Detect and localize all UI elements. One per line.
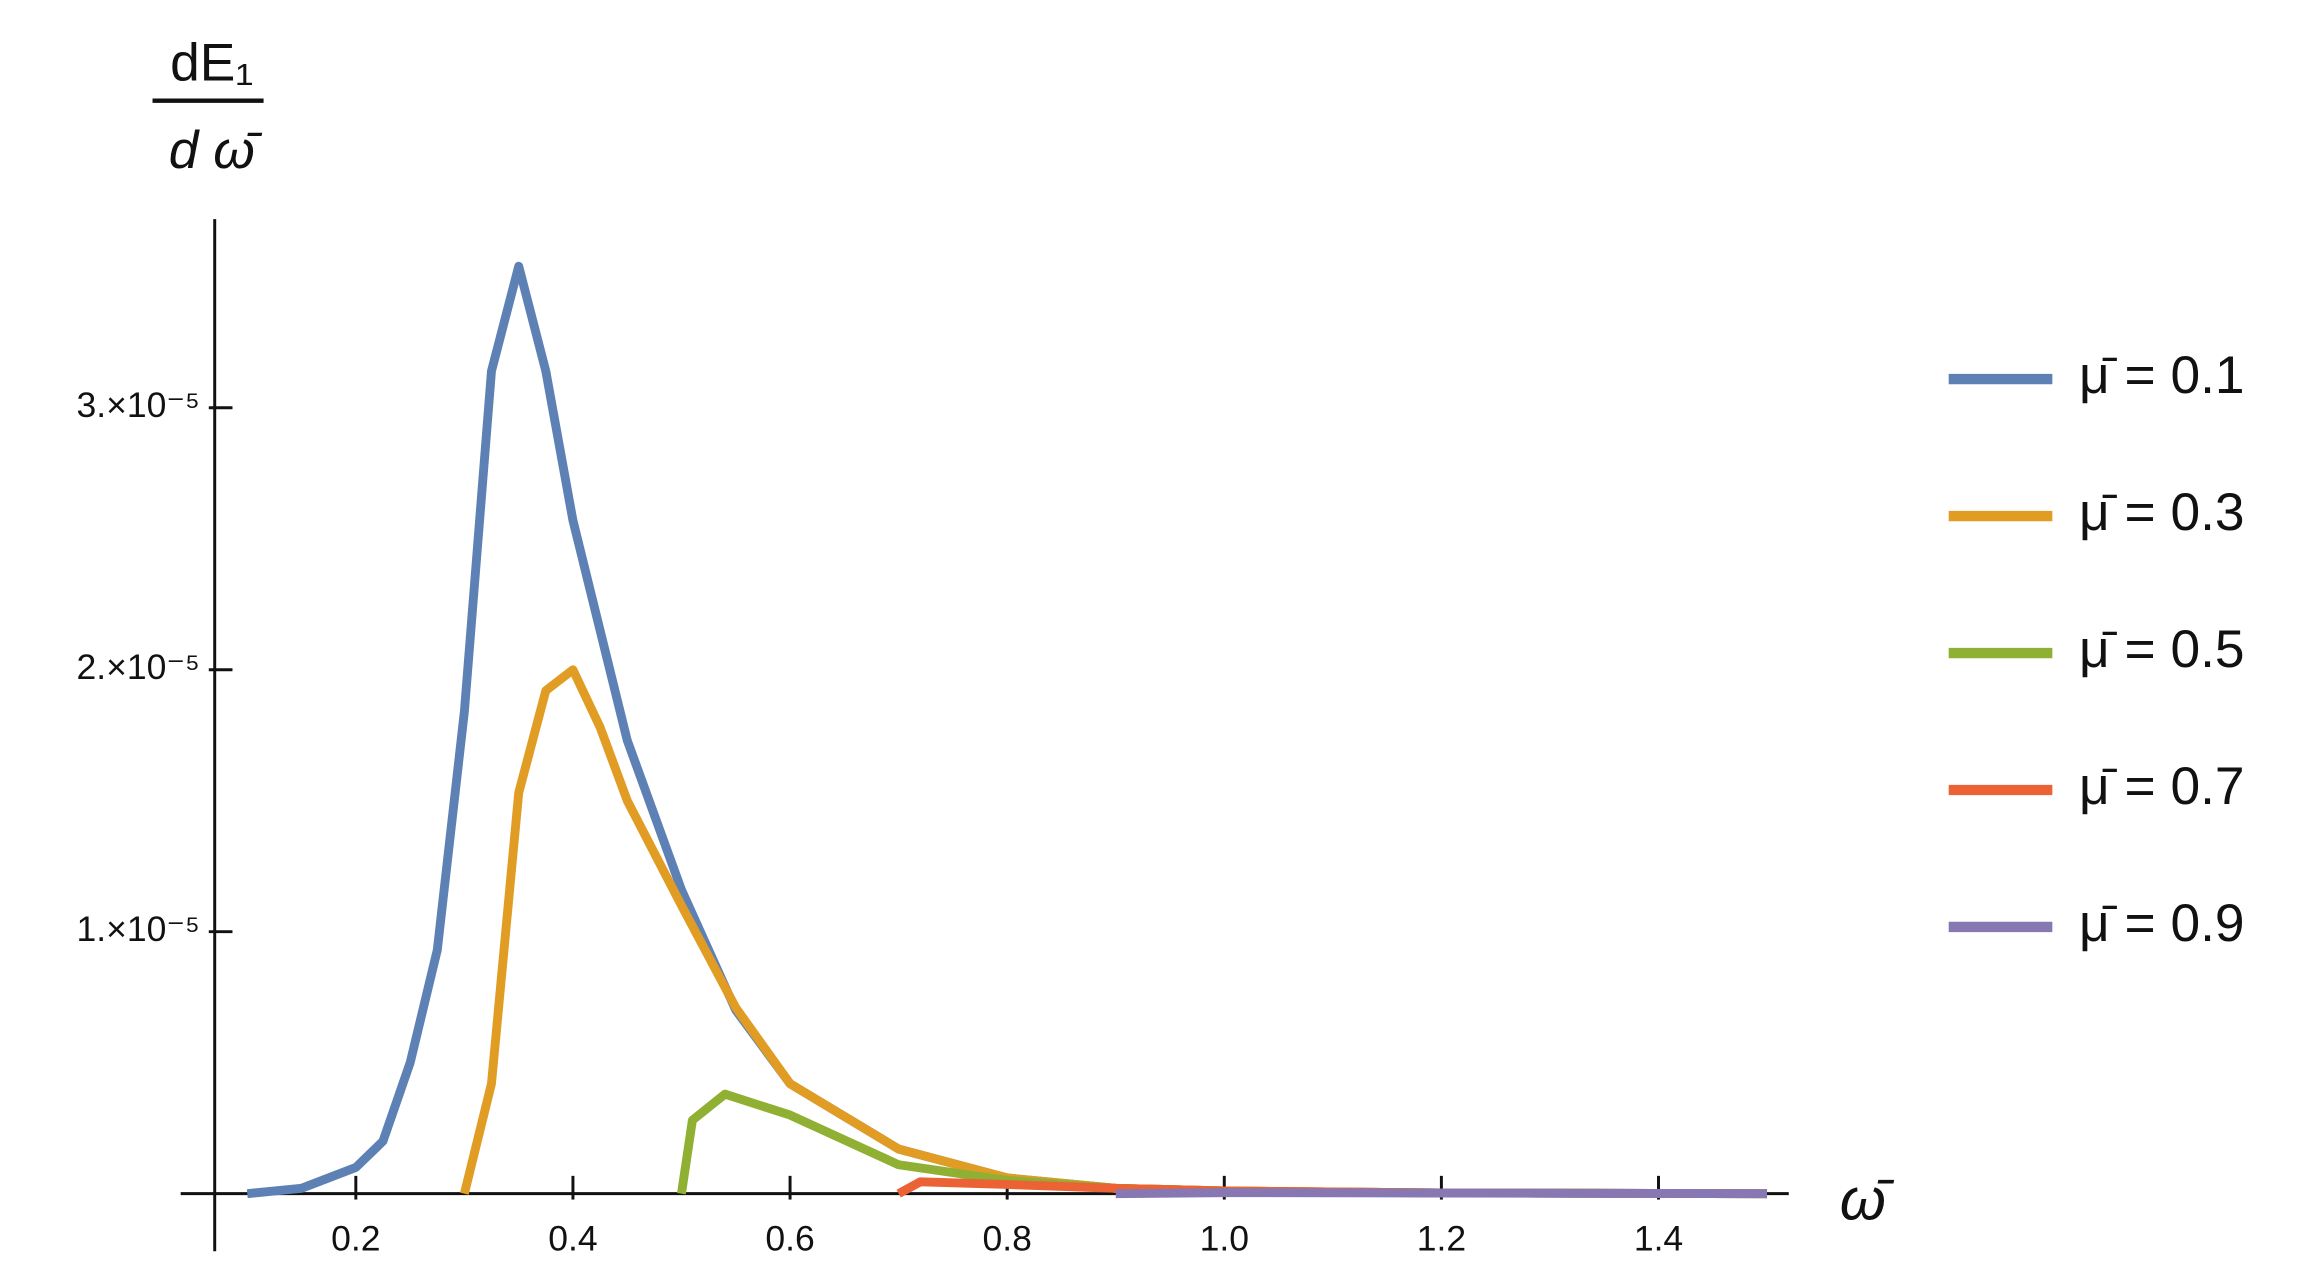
x-tick-label: 0.2 — [331, 1218, 380, 1258]
legend-label: μ̄ = 0.1 — [2079, 346, 2245, 405]
legend-label: μ̄ = 0.9 — [2079, 894, 2245, 953]
x-tick-label: 1.4 — [1634, 1218, 1683, 1258]
y-tick-label: 2.×10⁻⁵ — [77, 647, 200, 687]
x-tick-label: 1.2 — [1417, 1218, 1466, 1258]
legend-label: μ̄ = 0.3 — [2079, 483, 2245, 542]
series-line — [246, 261, 1768, 1199]
series-line — [460, 665, 1768, 1199]
y-tick-label: 3.×10⁻⁵ — [77, 385, 200, 425]
y-label-denominator: d ω̄ — [169, 121, 263, 180]
x-tick-label: 1.0 — [1200, 1218, 1249, 1258]
series-line — [1115, 1188, 1768, 1199]
legend-label: μ̄ = 0.7 — [2079, 757, 2245, 816]
y-tick-label: 1.×10⁻⁵ — [77, 909, 200, 949]
y-label-numerator: dE₁ — [170, 34, 253, 93]
x-label: ω̄ — [1840, 1166, 1895, 1233]
x-tick-label: 0.6 — [765, 1218, 814, 1258]
x-tick-label: 0.4 — [548, 1218, 597, 1258]
legend-label: μ̄ = 0.5 — [2079, 620, 2245, 679]
x-tick-label: 0.8 — [982, 1218, 1031, 1258]
